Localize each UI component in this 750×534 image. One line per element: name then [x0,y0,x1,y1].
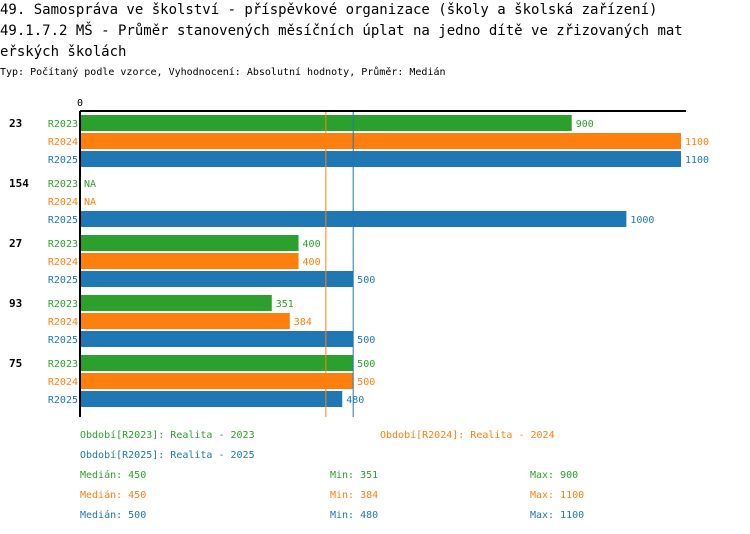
legend-r2025: Období[R2025]: Realita - 2025 [80,450,255,461]
series-label: R2023 [48,299,78,310]
bar [80,271,354,287]
stat-min-r2024: Min: 384 [330,490,379,501]
series-label: R2024 [48,257,78,268]
bar [80,313,290,329]
data-label: 500 [357,377,375,388]
series-label: R2025 [48,215,78,226]
legend-r2024: Období[R2024]: Realita - 2024 [380,430,555,441]
chart-subtitle: Typ: Počítaný podle vzorce, Vyhodnocení:… [0,67,446,78]
data-label: 500 [357,335,375,346]
series-label: R2025 [48,395,78,406]
bar [80,253,299,269]
group-label: 154 [9,177,29,190]
series-label: R2023 [48,119,78,130]
data-label: 1100 [685,137,709,148]
bar [80,355,354,371]
series-label: R2025 [48,335,78,346]
group-label: 93 [9,297,22,310]
x-axis-tick-label: 0 [77,98,83,109]
series-label: R2024 [48,137,78,148]
data-label: 1100 [685,155,709,166]
stat-max-r2025: Max: 1100 [530,510,585,521]
data-label: 900 [576,119,594,130]
chart-title-line-1: 49. Samospráva ve školství - příspěvkové… [0,2,658,18]
series-label: R2024 [48,377,78,388]
stat-min-r2023: Min: 351 [330,470,379,481]
bar [80,295,272,311]
bar [80,133,681,149]
stat-max-r2023: Max: 900 [530,470,579,481]
chart-title-line-2: 49.1.7.2 MŠ - Průměr stanovených měsíční… [0,23,683,39]
data-label: 500 [357,359,375,370]
series-label: R2025 [48,275,78,286]
stat-median-r2025: Medián: 500 [80,510,147,521]
data-label: NA [84,197,96,208]
group-label: 75 [9,357,22,370]
bar [80,331,354,347]
bar [80,373,354,389]
data-label: 384 [294,317,312,328]
stat-median-r2024: Medián: 450 [80,490,147,501]
series-label: R2023 [48,359,78,370]
bar [80,235,299,251]
data-label: NA [84,179,96,190]
series-label: R2023 [48,239,78,250]
series-label: R2023 [48,179,78,190]
chart-title-line-3: eřských školách [0,44,127,60]
data-label: 1000 [630,215,654,226]
stat-max-r2024: Max: 1100 [530,490,585,501]
legend-r2023: Období[R2023]: Realita - 2023 [80,430,255,441]
data-label: 480 [346,395,364,406]
series-label: R2024 [48,317,78,328]
data-label: 400 [303,239,321,250]
series-label: R2024 [48,197,78,208]
group-label: 27 [9,237,22,250]
data-label: 400 [303,257,321,268]
data-label: 351 [276,299,294,310]
bar [80,151,681,167]
series-label: R2025 [48,155,78,166]
bar [80,391,343,407]
stat-median-r2023: Medián: 450 [80,470,147,481]
bar-chart: 23 R2023 900 R2024 1100 R2025 1100 154 R2023 NA R2… [9,98,709,417]
data-label: 500 [357,275,375,286]
stat-min-r2025: Min: 480 [330,510,379,521]
group-label: 23 [9,117,22,130]
